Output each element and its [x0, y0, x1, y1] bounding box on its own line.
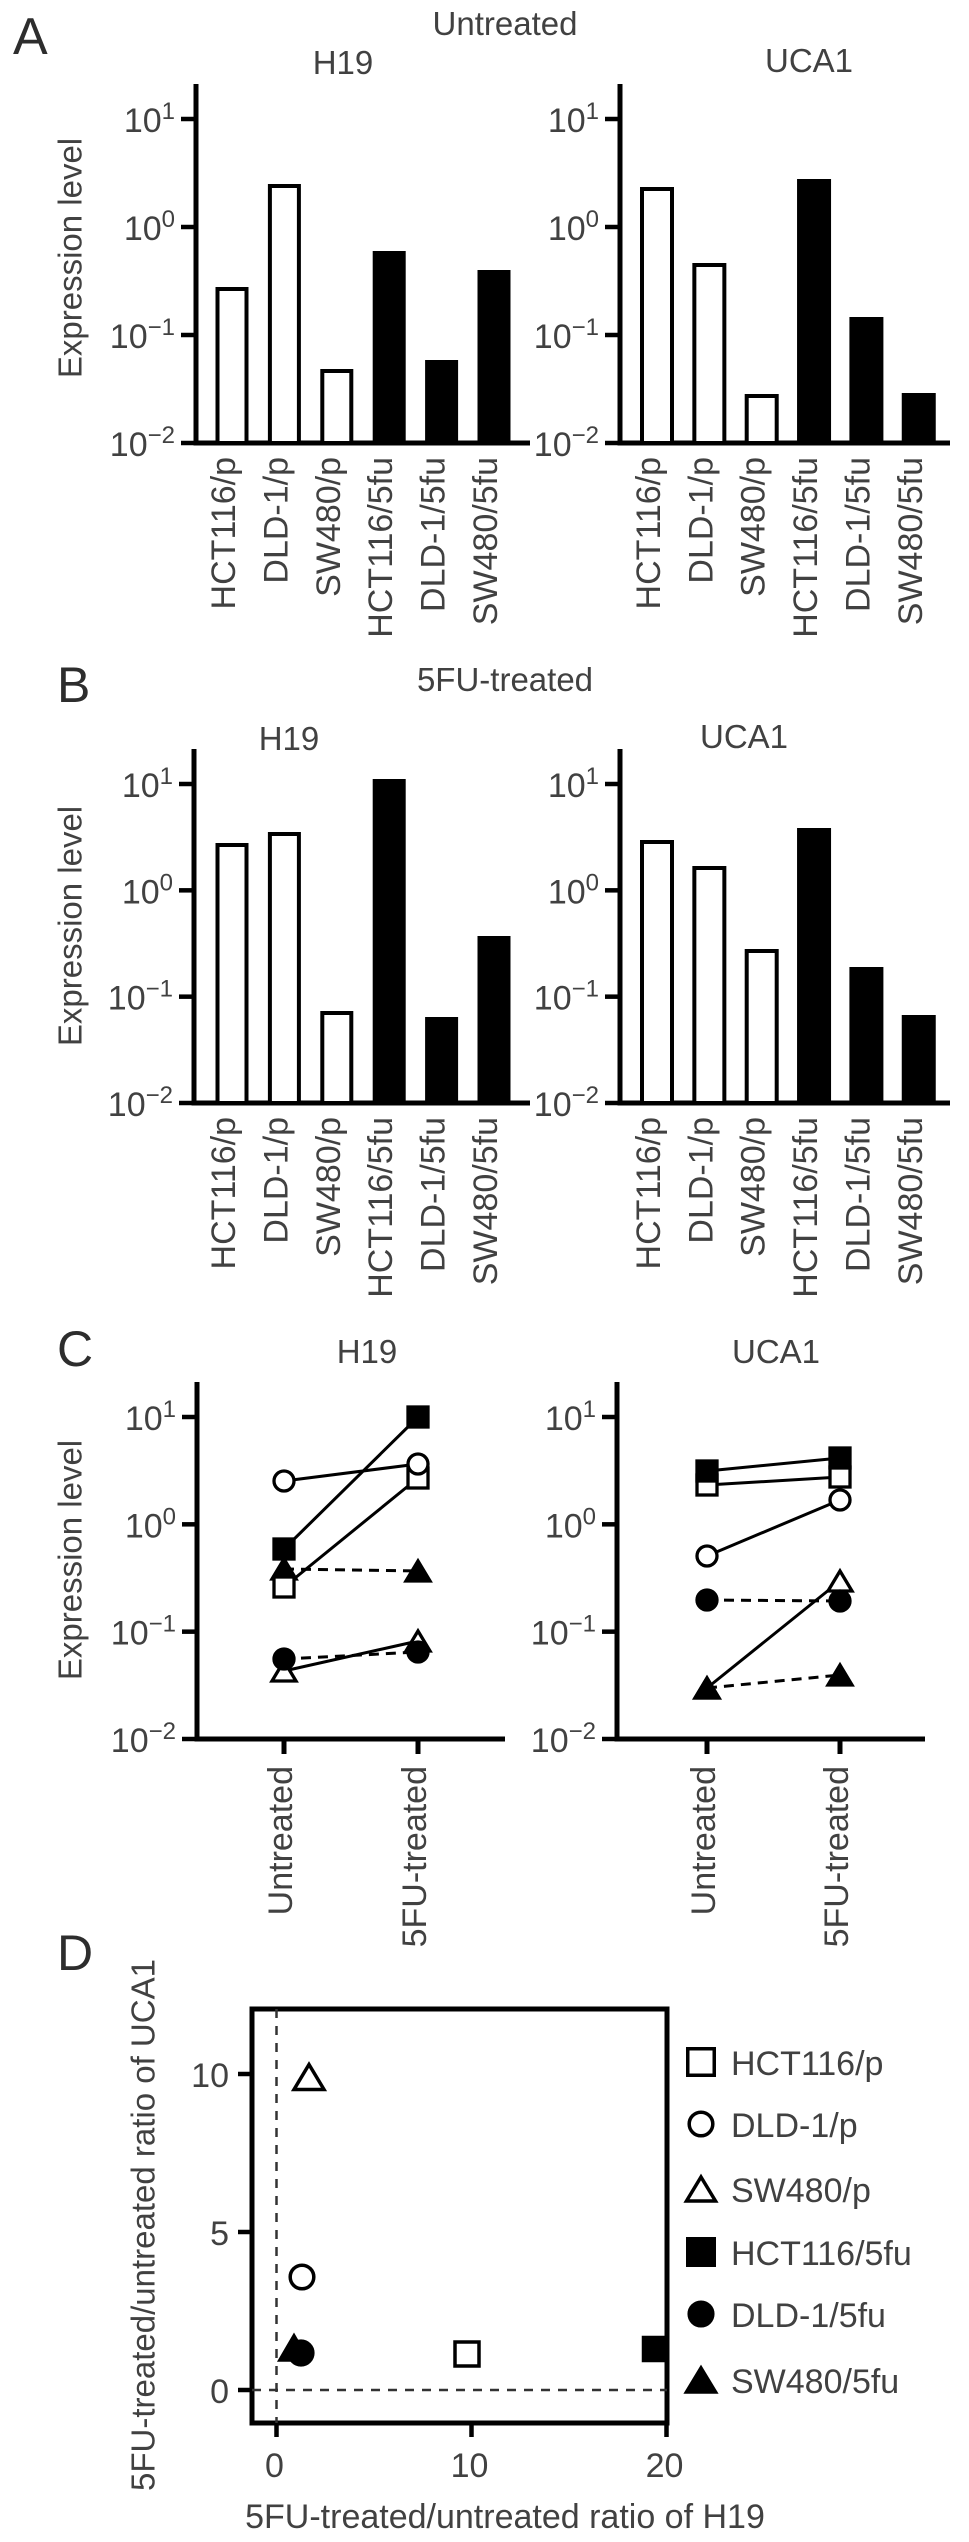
svg-text:5FU-treated: 5FU-treated: [396, 1766, 434, 1947]
svg-text:D: D: [57, 1925, 93, 1981]
svg-text:10: 10: [191, 2057, 229, 2095]
svg-text:SW480/p: SW480/p: [735, 1117, 773, 1257]
svg-text:Expression level: Expression level: [52, 138, 89, 378]
svg-text:HCT116/5fu: HCT116/5fu: [787, 1117, 825, 1298]
svg-text:UCA1: UCA1: [765, 42, 853, 79]
svg-text:Untreated: Untreated: [685, 1766, 723, 1915]
svg-text:UCA1: UCA1: [732, 1333, 820, 1370]
svg-text:SW480/p: SW480/p: [310, 1117, 348, 1257]
svg-text:10−1: 10−1: [108, 976, 173, 1018]
svg-text:SW480/5fu: SW480/5fu: [467, 1117, 505, 1285]
svg-text:SW480/5fu: SW480/5fu: [892, 457, 930, 625]
svg-text:5FU-treated: 5FU-treated: [818, 1766, 856, 1947]
svg-text:SW480/p: SW480/p: [731, 2172, 871, 2210]
svg-text:HCT116/p: HCT116/p: [630, 457, 668, 609]
svg-text:10: 10: [451, 2447, 489, 2485]
svg-text:0: 0: [210, 2373, 229, 2411]
svg-text:DLD-1/5fu: DLD-1/5fu: [839, 457, 877, 612]
svg-text:UCA1: UCA1: [700, 718, 788, 755]
svg-text:HCT116/5fu: HCT116/5fu: [362, 1117, 400, 1298]
svg-text:DLD-1/5fu: DLD-1/5fu: [415, 457, 453, 612]
svg-text:DLD-1/5fu: DLD-1/5fu: [731, 2297, 886, 2335]
svg-text:DLD-1/p: DLD-1/p: [731, 2107, 858, 2145]
svg-text:HCT116/5fu: HCT116/5fu: [787, 457, 825, 638]
svg-text:Untreated: Untreated: [433, 5, 578, 42]
svg-text:0: 0: [265, 2447, 284, 2485]
svg-text:SW480/5fu: SW480/5fu: [731, 2363, 899, 2401]
svg-text:5FU-treated: 5FU-treated: [417, 661, 593, 698]
svg-text:SW480/p: SW480/p: [735, 457, 773, 597]
svg-text:20: 20: [646, 2447, 684, 2485]
svg-text:DLD-1/5fu: DLD-1/5fu: [839, 1117, 877, 1272]
svg-text:H19: H19: [313, 44, 374, 81]
svg-text:B: B: [57, 657, 90, 713]
svg-text:SW480/5fu: SW480/5fu: [467, 457, 505, 625]
svg-text:Expression level: Expression level: [52, 1440, 89, 1680]
svg-text:Untreated: Untreated: [262, 1766, 300, 1915]
svg-text:H19: H19: [337, 1333, 398, 1370]
svg-text:A: A: [13, 8, 48, 66]
svg-text:DLD-1/p: DLD-1/p: [257, 1117, 295, 1244]
svg-text:101: 101: [545, 1396, 596, 1438]
svg-text:SW480/5fu: SW480/5fu: [892, 1117, 930, 1285]
svg-text:5: 5: [210, 2215, 229, 2253]
svg-text:HCT116/5fu: HCT116/5fu: [362, 457, 400, 638]
svg-text:Expression level: Expression level: [52, 806, 89, 1046]
svg-text:5FU-treated/untreated ratio of: 5FU-treated/untreated ratio of UCA1: [125, 1959, 162, 2491]
svg-text:C: C: [57, 1321, 93, 1377]
svg-text:10−2: 10−2: [534, 1082, 599, 1124]
svg-text:DLD-1/p: DLD-1/p: [682, 1117, 720, 1244]
svg-text:HCT116/p: HCT116/p: [205, 457, 243, 609]
svg-text:HCT116/5fu: HCT116/5fu: [731, 2235, 912, 2273]
svg-text:HCT116/p: HCT116/p: [731, 2045, 883, 2083]
svg-text:DLD-1/p: DLD-1/p: [257, 457, 295, 584]
svg-text:SW480/p: SW480/p: [310, 457, 348, 597]
svg-text:DLD-1/5fu: DLD-1/5fu: [415, 1117, 453, 1272]
svg-text:5FU-treated/untreated ratio of: 5FU-treated/untreated ratio of H19: [245, 2498, 765, 2536]
svg-text:HCT116/p: HCT116/p: [205, 1117, 243, 1269]
svg-text:H19: H19: [259, 720, 320, 757]
svg-text:HCT116/p: HCT116/p: [630, 1117, 668, 1269]
svg-text:DLD-1/p: DLD-1/p: [682, 457, 720, 584]
